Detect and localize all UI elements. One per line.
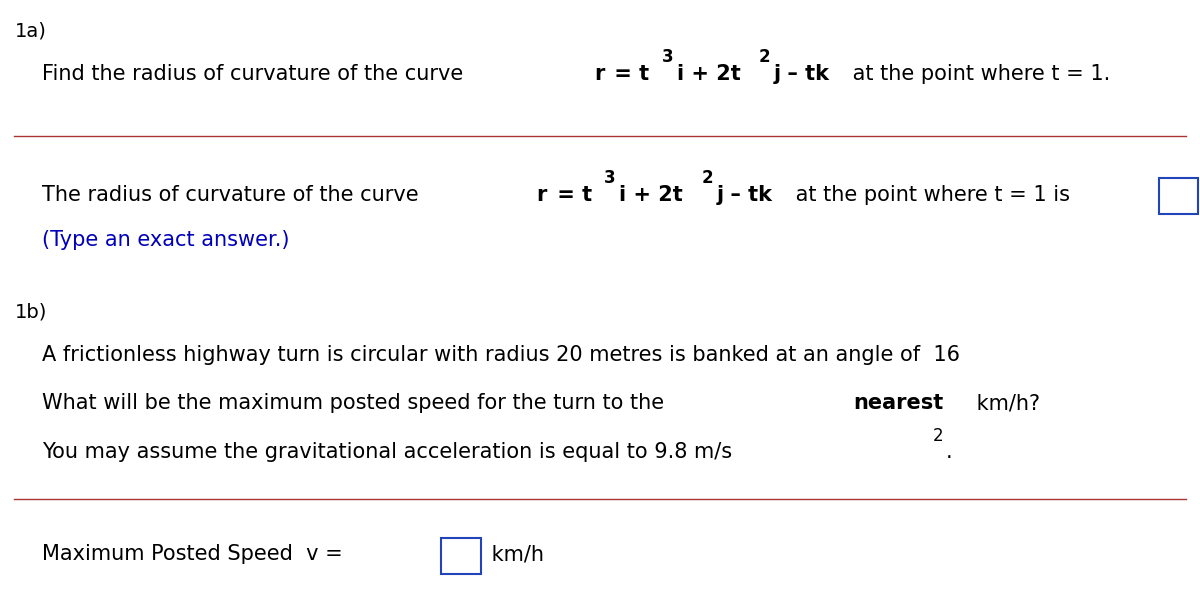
Text: at the point where t = 1 is: at the point where t = 1 is [788, 185, 1069, 204]
Text: 3: 3 [605, 169, 616, 188]
Text: km/h: km/h [486, 544, 545, 564]
Text: You may assume the gravitational acceleration is equal to 9.8 m/s: You may assume the gravitational acceler… [42, 442, 732, 462]
Text: nearest: nearest [853, 393, 943, 413]
Text: i + 2t: i + 2t [677, 64, 740, 83]
Text: i + 2t: i + 2t [619, 185, 683, 204]
Text: at the point where t = 1.: at the point where t = 1. [846, 64, 1111, 83]
Text: j – tk: j – tk [716, 185, 773, 204]
Text: 2: 2 [932, 427, 943, 445]
Text: 1b): 1b) [14, 302, 47, 321]
Text: .: . [946, 442, 953, 462]
Text: (Type an exact answer.): (Type an exact answer.) [42, 230, 289, 250]
Text: r: r [594, 64, 605, 83]
Text: 3: 3 [662, 48, 673, 67]
Text: Maximum Posted Speed  v =: Maximum Posted Speed v = [42, 544, 349, 564]
Text: km/h?: km/h? [970, 393, 1040, 413]
Bar [442, 538, 481, 574]
Text: 1a): 1a) [14, 21, 47, 40]
Text: j – tk: j – tk [774, 64, 830, 83]
Text: The radius of curvature of the curve: The radius of curvature of the curve [42, 185, 425, 204]
Text: A frictionless highway turn is circular with radius 20 metres is banked at an an: A frictionless highway turn is circular … [42, 345, 960, 365]
Text: 2: 2 [760, 48, 770, 67]
Text: = t: = t [607, 64, 649, 83]
Text: What will be the maximum posted speed for the turn to the: What will be the maximum posted speed fo… [42, 393, 671, 413]
Text: Find the radius of curvature of the curve: Find the radius of curvature of the curv… [42, 64, 470, 83]
Bar [1158, 178, 1198, 214]
Text: r: r [536, 185, 547, 204]
Text: = t: = t [550, 185, 592, 204]
Text: 2: 2 [702, 169, 713, 188]
